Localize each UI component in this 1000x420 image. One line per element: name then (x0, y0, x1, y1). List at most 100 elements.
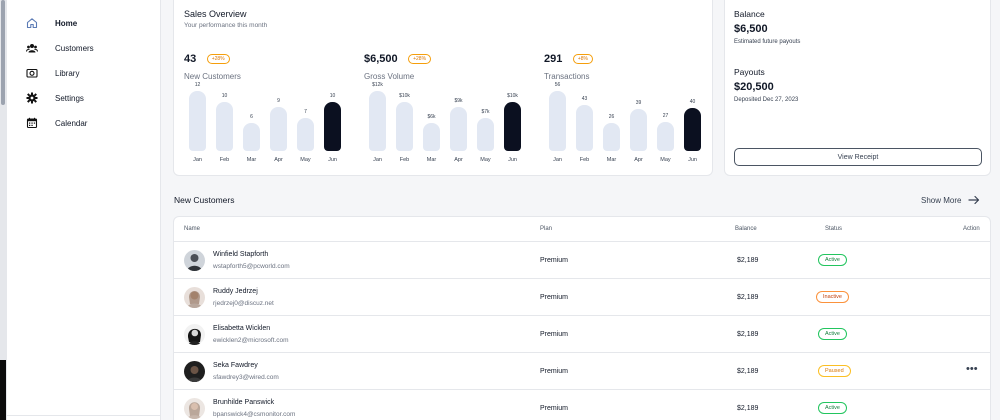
status-badge: Active (818, 254, 847, 266)
chart-bar (369, 91, 386, 151)
bar-value-label: 9 (277, 98, 280, 104)
metric-change-badge: +8% (572, 54, 593, 64)
customer-email: wstapforth5@pcworld.com (213, 263, 290, 270)
chart-bar (549, 91, 566, 151)
header-plan: Plan (540, 226, 553, 232)
more-actions-button[interactable]: ••• (966, 363, 978, 375)
chart-bar (630, 109, 647, 151)
bar-column: 12 Jan (189, 81, 206, 167)
chart-bar (504, 101, 521, 151)
bar-value-label: 7 (304, 108, 307, 115)
bar-column: 10 Jun (324, 81, 341, 167)
bar-column: 39 Apr (630, 81, 647, 167)
table-row[interactable]: Elisabetta Wicklen ewicklen2@microsoft.c… (174, 316, 990, 353)
bar-category-label: Apr (454, 157, 463, 163)
customer-balance: $2,189 (737, 294, 759, 301)
bar-column: 10 Feb (216, 81, 233, 167)
customer-name: Brunhilde Panswick (213, 399, 275, 406)
bar-category-label: May (480, 157, 491, 163)
bar-column: 9 Apr (270, 81, 287, 167)
avatar (184, 250, 205, 271)
bar-category-label: Mar (246, 157, 257, 163)
chart-bar (216, 101, 233, 151)
chart-bar (684, 108, 701, 151)
show-more-label: Show More (921, 195, 962, 205)
metric-change-badge: +28% (408, 54, 432, 64)
show-more-link[interactable]: Show More (921, 195, 980, 205)
chart-bar (657, 121, 674, 151)
chart-bar (603, 123, 620, 151)
customer-email: rjedrzej0@discuz.net (213, 300, 274, 307)
bar-value-label: 26 (608, 114, 615, 120)
bar-category-label: Jan (373, 157, 382, 163)
sidebar-item-library[interactable]: Library (25, 64, 79, 82)
bar-category-label: May (300, 157, 311, 163)
status-badge: Paused (818, 365, 851, 377)
sidebar-item-home[interactable]: Home (25, 14, 77, 32)
gear-icon (25, 91, 39, 105)
avatar (184, 287, 205, 308)
payouts-subtitle: Deposited Dec 27, 2023 (734, 97, 799, 103)
status-badge: Inactive (816, 291, 849, 303)
bar-column: 40 Jun (684, 81, 701, 167)
customer-balance: $2,189 (737, 331, 759, 338)
customer-plan: Premium (540, 257, 569, 264)
sidebar-item-calendar[interactable]: Calendar (25, 114, 87, 132)
bar-category-label: Jun (508, 157, 517, 163)
customer-balance: $2,189 (737, 257, 759, 264)
customer-plan: Premium (540, 368, 569, 375)
metric-label: Transactions (544, 72, 590, 81)
table-row[interactable]: Seka Fawdrey sfawdrey3@wired.com Premium… (174, 353, 990, 390)
table-row[interactable]: Ruddy Jedrzej rjedrzej0@discuz.net Premi… (174, 279, 990, 316)
table-header: Name Plan Balance Status Action (174, 217, 990, 242)
scrollbar-thumb[interactable] (1, 0, 5, 105)
metric-value: 291 (544, 53, 563, 65)
bar-category-label: Jan (553, 157, 562, 163)
bar-category-label: Feb (219, 157, 230, 163)
bar-column: 56 Jan (549, 81, 566, 167)
customer-balance: $2,189 (737, 405, 759, 412)
bar-column: $12k Jan (369, 81, 386, 167)
chart-bar (477, 117, 494, 151)
balance-card: Balance $6,500 Estimated future payouts … (724, 0, 991, 176)
sidebar-divider (7, 415, 161, 416)
bar-category-label: Jun (328, 157, 337, 163)
status-badge: Active (818, 328, 847, 340)
bar-column: $9k Apr (450, 81, 467, 167)
chart-bar (324, 101, 341, 151)
table-row[interactable]: Winfield Stapforth wstapforth5@pcworld.c… (174, 242, 990, 279)
payouts-title: Payouts (734, 67, 765, 77)
view-receipt-button[interactable]: View Receipt (734, 148, 982, 166)
sidebar-item-label: Library (55, 68, 80, 78)
sidebar-item-customers[interactable]: Customers (25, 39, 94, 57)
chart-bar (297, 117, 314, 151)
avatar (184, 324, 205, 345)
customer-plan: Premium (540, 294, 569, 301)
arrow-right-icon (968, 195, 980, 205)
bar-value-label: $7k (481, 108, 490, 115)
metric-gross-volume: $6,500 +28% Gross Volume (364, 49, 539, 81)
sidebar-item-label: Home (55, 18, 78, 28)
main-content: Sales Overview Your performance this mon… (161, 0, 1000, 420)
metric-new-customers: 43 +28% New Customers (184, 49, 359, 81)
sidebar-item-settings[interactable]: Settings (25, 89, 84, 107)
bar-value-label: $6k (427, 114, 436, 120)
customer-name: Ruddy Jedrzej (213, 288, 258, 295)
bar-category-label: Feb (579, 157, 590, 163)
sales-overview-subtitle: Your performance this month (184, 22, 268, 29)
metric-value: 43 (184, 53, 197, 65)
table-row[interactable]: Brunhilde Panswick bpanswick4@csmonitor.… (174, 390, 990, 420)
bar-column: 27 May (657, 81, 674, 167)
metric-transactions: 291 +8% Transactions (544, 49, 719, 81)
header-status: Status (825, 226, 843, 232)
bar-value-label: 10 (329, 92, 336, 99)
bar-column: 7 May (297, 81, 314, 167)
chart-bar (189, 91, 206, 151)
bar-column: $10k Jun (504, 81, 521, 167)
bar-category-label: Mar (426, 157, 437, 163)
payouts-amount: $20,500 (734, 81, 774, 93)
bar-value-label: $12k (372, 82, 383, 88)
bar-value-label: 12 (194, 82, 201, 88)
balance-title: Balance (734, 9, 765, 19)
bar-value-label: 10 (221, 92, 228, 99)
